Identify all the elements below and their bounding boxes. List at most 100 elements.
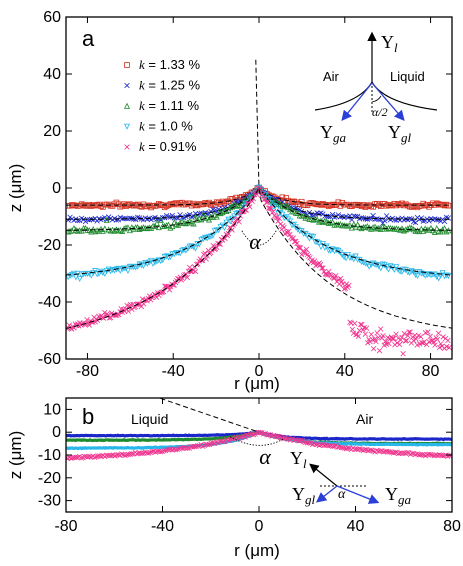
- panel-b-series-4-point: [306, 440, 312, 446]
- series-5-point: [380, 332, 386, 339]
- series-5-point: [402, 338, 409, 344]
- panel-a-ytick-label: -60: [38, 351, 61, 368]
- panel-b-series-4-point: [225, 437, 231, 444]
- series-1-point: [67, 202, 73, 209]
- series-3-point: [153, 219, 160, 227]
- series-4-point: [267, 200, 274, 207]
- series-4-point: [76, 275, 83, 283]
- panel-b-series-4-point: [362, 446, 368, 453]
- panel-b-series-4-point: [368, 447, 375, 453]
- series-5-point: [160, 289, 167, 295]
- series-2-fit-dashed: [66, 187, 452, 220]
- panel-b-series-4-point: [195, 443, 201, 449]
- series-1-point: [433, 200, 440, 207]
- series-2-point: [196, 210, 203, 217]
- panel-b-series-4-point: [419, 451, 426, 458]
- legend-marker-3: [123, 102, 131, 109]
- series-1-point: [435, 201, 442, 207]
- series-4-point: [124, 267, 132, 274]
- panel-b-series-4-point: [428, 451, 434, 458]
- series-5-point: [236, 219, 242, 225]
- series-5-point: [441, 345, 448, 352]
- panel-b-alpha-label: α: [259, 444, 271, 469]
- legend-label-3: k = 1.11 %: [139, 98, 200, 113]
- series-1-point: [414, 204, 421, 211]
- series-3-point: [348, 224, 355, 231]
- inset-a-left-label: Υga: [320, 122, 347, 145]
- panel-b-series-4-point: [276, 433, 282, 440]
- series-2-point: [204, 210, 210, 217]
- series-1-point: [144, 203, 151, 210]
- series-5-point: [254, 191, 260, 198]
- panel-b-series-4-point: [75, 454, 81, 460]
- panel-b-series-4-point: [193, 443, 199, 450]
- panel-b-series-4-point: [260, 431, 267, 437]
- series-5-point: [431, 339, 437, 345]
- series-3-point: [194, 216, 201, 223]
- panel-b-series-4-point: [78, 455, 84, 461]
- panel-b-series-4-point: [274, 433, 280, 439]
- series-3-point: [92, 228, 99, 235]
- series-1-point: [148, 204, 154, 211]
- series-1-point: [318, 202, 324, 208]
- series-3-point: [431, 228, 438, 235]
- series-4-point: [310, 233, 317, 241]
- series-3-point: [107, 227, 114, 234]
- series-4-point: [443, 272, 450, 279]
- panel-b-series-4-point: [115, 452, 122, 458]
- series-5-point: [432, 342, 438, 348]
- series-3-point: [190, 220, 197, 227]
- series-5-point: [281, 224, 287, 231]
- series-4-point: [177, 250, 184, 257]
- series-5-point: [270, 208, 277, 215]
- series-4-point: [134, 263, 141, 270]
- legend-label-4: k = 1.0 %: [139, 119, 193, 134]
- series-3-point: [192, 213, 199, 220]
- panel-b-series-4-point: [404, 449, 410, 456]
- series-3-point: [175, 221, 182, 228]
- series-3-point: [136, 225, 143, 232]
- inset-a-up-label: Υl: [381, 32, 398, 55]
- series-1-point: [391, 200, 398, 207]
- series-5-point: [396, 341, 403, 348]
- series-3-point: [400, 227, 408, 234]
- series-3-point: [285, 204, 292, 211]
- panel-a-ytick-label: 60: [43, 9, 61, 26]
- series-1-point: [177, 200, 183, 206]
- panel-a-ytick-label: 0: [52, 180, 61, 197]
- series-4-point: [99, 269, 106, 276]
- panel-b-ytick-label: -10: [38, 447, 61, 464]
- series-4-point: [227, 218, 234, 225]
- series-1-point: [221, 200, 228, 206]
- series-1-point: [327, 202, 334, 209]
- panel-b-ytick-label: -30: [38, 493, 61, 510]
- series-3-point: [302, 214, 309, 221]
- series-3-point: [287, 206, 294, 213]
- panel-a-symmetry-dashed: [255, 59, 260, 189]
- panel-b-series-4-point: [93, 454, 100, 460]
- legend-label-1: k = 1.33 %: [139, 57, 201, 72]
- legend-label-2: k = 1.25 %: [139, 78, 201, 93]
- series-5-point: [303, 246, 310, 252]
- series-5-point: [229, 227, 235, 233]
- series-1-point: [123, 203, 129, 209]
- panel-b-xlabel: r (μm): [234, 541, 280, 560]
- series-5-point: [264, 199, 271, 205]
- series-1-point: [331, 202, 338, 208]
- series-3-point: [344, 222, 352, 229]
- series-1-point: [298, 198, 305, 205]
- inset-b-up-arrow: [309, 463, 338, 487]
- panel-b-xtick-label: 80: [443, 518, 461, 535]
- panel-b-data-layer: [66, 398, 452, 462]
- series-4-point: [317, 243, 325, 251]
- series-4-point: [101, 270, 108, 277]
- series-4-point: [362, 260, 369, 267]
- series-5-point: [116, 311, 122, 318]
- legend-marker-4: [123, 123, 131, 130]
- series-5-point: [400, 351, 406, 357]
- series-5-point: [407, 329, 413, 335]
- series-5-point: [179, 275, 186, 282]
- series-5-point: [263, 199, 269, 206]
